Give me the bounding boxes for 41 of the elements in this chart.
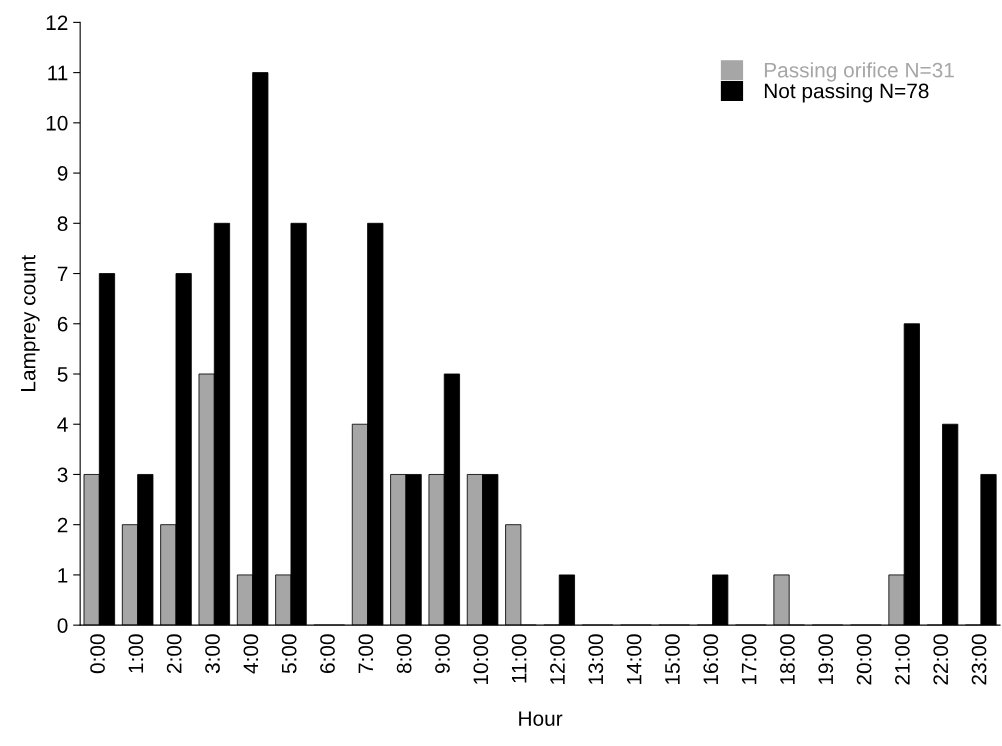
x-tick-label: 13:00 [588,634,604,685]
x-tick-label: 15:00 [665,634,680,685]
legend-label: Not passing N=78 [764,82,929,103]
x-tick-label: 7:00 [358,634,374,673]
x-tick-label: 17:00 [741,634,757,685]
x-tick-label: 21:00 [895,634,910,685]
x-tick-label: 19:00 [818,634,834,685]
x-tick-label: 10:00 [473,634,489,685]
x-tick-label: 16:00 [703,634,719,685]
y-tick-label: 4 [57,417,68,432]
x-tick-label: 0:00 [90,634,105,674]
legend-label: Passing orifice N=31 [764,62,954,82]
x-tick-label: 22:00 [933,634,949,685]
y-tick-label: 11 [48,65,68,81]
x-tick-label: 1:00 [128,634,144,673]
x-tick-label: 9:00 [435,634,450,674]
x-tick-label: 12:00 [550,634,565,685]
y-axis-title: Lamprey count [20,255,40,391]
y-tick-label: 7 [57,266,68,282]
y-tick-label: 5 [57,367,68,382]
y-tick-label: 10 [46,115,68,131]
y-tick-label: 8 [57,216,68,232]
y-tick-label: 1 [58,568,68,583]
x-tick-label: 4:00 [243,634,259,674]
x-tick-label: 3:00 [205,634,220,674]
x-tick-label: 18:00 [780,634,795,685]
y-tick-label: 0 [57,618,68,633]
x-tick-label: 11:00 [511,634,527,683]
x-axis-title: Hour [519,711,563,726]
y-tick-label: 12 [46,15,68,30]
x-tick-label: 6:00 [320,634,335,673]
x-tick-label: 8:00 [396,634,412,674]
y-tick-label: 9 [57,166,68,181]
x-tick-label: 5:00 [281,634,297,674]
y-tick-label: 6 [57,316,68,332]
y-tick-label: 3 [57,467,68,483]
y-tick-label: 2 [57,517,68,533]
x-tick-label: 2:00 [166,634,182,673]
x-tick-label: 23:00 [971,634,987,685]
x-tick-label: 20:00 [856,634,872,685]
x-tick-label: 14:00 [626,634,642,685]
